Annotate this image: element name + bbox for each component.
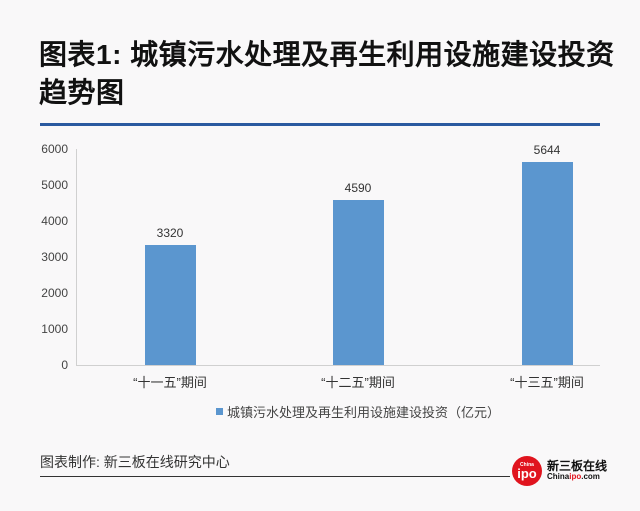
logo-badge-main: ipo [517, 465, 537, 481]
logo-name-cn: 新三板在线 [547, 459, 608, 473]
x-category-label: “十三五”期间 [510, 375, 584, 390]
y-tick: 0 [61, 358, 68, 372]
y-tick: 5000 [41, 178, 68, 192]
y-tick: 4000 [41, 214, 68, 228]
legend-swatch-icon [216, 408, 223, 415]
logo-badge-top: China [520, 461, 534, 468]
x-axis [76, 365, 600, 366]
logo-name-en: Chinaipo.com [547, 472, 607, 482]
y-tick: 1000 [41, 322, 68, 336]
data-label: 4590 [344, 181, 372, 195]
legend-label: 城镇污水处理及再生利用设施建设投资（亿元） [227, 405, 501, 420]
data-label: 3320 [156, 226, 184, 240]
y-tick: 3000 [41, 250, 68, 264]
source-note: 图表制作: 新三板在线研究中心 [40, 454, 230, 470]
x-category-label: “十二五”期间 [321, 375, 395, 390]
title-divider [40, 123, 600, 126]
bar-11th-plan [145, 245, 196, 365]
logo-en-part: China [547, 472, 570, 482]
y-tick: 6000 [41, 142, 68, 156]
y-tick: 2000 [41, 286, 68, 300]
logo-en-part: .com [581, 472, 600, 482]
data-label: 5644 [533, 143, 561, 157]
bar-12th-plan [333, 200, 384, 365]
chart-title: 图表1: 城镇污水处理及再生利用设施建设投资趋势图 [39, 39, 615, 108]
logo-badge-icon: China ipo [512, 456, 542, 486]
logo-text: 新三板在线 Chinaipo.com [547, 459, 608, 482]
chinaipo-logo: China ipo 新三板在线 Chinaipo.com [512, 456, 607, 486]
logo-en-part: ipo [569, 472, 582, 482]
bar-13th-plan [522, 162, 573, 365]
y-axis [76, 149, 77, 365]
chart-legend: 城镇污水处理及再生利用设施建设投资（亿元） [216, 402, 500, 421]
x-category-label: “十一五”期间 [133, 375, 207, 390]
footer-divider [40, 476, 510, 477]
